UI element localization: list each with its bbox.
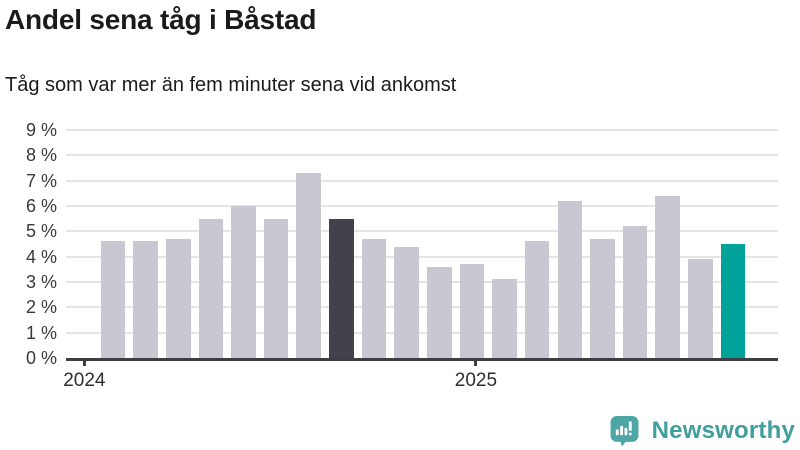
gridline-5 <box>66 230 778 233</box>
bar-2025-04 <box>557 200 583 358</box>
y-tick-label: 3 % <box>25 272 57 292</box>
x-tick-mark-2024 <box>82 359 86 366</box>
bar-2024-10 <box>361 238 387 358</box>
gridline-7 <box>66 179 778 182</box>
y-tick-label: 4 % <box>25 246 57 267</box>
gridline-1 <box>66 331 778 334</box>
bar-2025-03 <box>524 241 550 358</box>
bar-2024-09 <box>329 218 354 358</box>
y-tick-label: 7 % <box>25 170 57 191</box>
y-tick-label: 9 % <box>25 120 57 140</box>
gridline-8 <box>66 154 778 157</box>
bar-2024-11 <box>394 246 419 358</box>
gridline-3 <box>66 281 778 283</box>
y-tick-label: 1 % <box>25 322 57 343</box>
bar-2025-02 <box>492 279 517 358</box>
bar-2025-09 <box>720 244 746 358</box>
bar-2025-07 <box>655 195 680 358</box>
bar-2025-01 <box>459 264 485 358</box>
y-tick-label: 8 % <box>25 145 57 166</box>
gridline-6 <box>66 205 778 207</box>
newsworthy-logo-text: Newsworthy <box>651 416 795 444</box>
y-tick-label: 5 % <box>25 221 57 242</box>
y-axis-labels: 0 % 1 % 2 % 3 % 4 % 5 % 6 % 7 % 8 % 9 % <box>0 120 57 368</box>
gridline-9 <box>66 129 778 131</box>
y-tick-label: 0 % <box>25 348 57 368</box>
x-tick-label-2024: 2024 <box>63 370 106 391</box>
chart-title: Andel sena tåg i Båstad <box>5 4 317 35</box>
newsworthy-logo: Newsworthy <box>609 414 795 447</box>
bar-2024-05 <box>198 218 224 358</box>
x-tick-mark-2025 <box>474 359 478 366</box>
plot-area <box>66 129 778 361</box>
bar-2025-06 <box>622 226 648 358</box>
gridline-2 <box>66 306 778 309</box>
bar-2024-04 <box>165 238 191 358</box>
bar-2025-08 <box>688 259 713 358</box>
x-tick-label-2025: 2025 <box>454 370 498 391</box>
x-axis: 2024 2025 <box>63 358 778 398</box>
y-tick-label: 2 % <box>25 297 57 318</box>
bar-2024-03 <box>133 241 158 358</box>
bar-2024-06 <box>231 206 256 358</box>
bar-2024-08 <box>296 173 322 358</box>
newsworthy-logo-icon <box>610 416 639 446</box>
chart-subtitle: Tåg som var mer än fem minuter sena vid … <box>5 74 457 96</box>
y-tick-label: 6 % <box>25 196 57 216</box>
bar-2024-02 <box>100 241 126 358</box>
bar-2024-12 <box>427 266 452 358</box>
gridline-4 <box>66 255 778 258</box>
bar-2024-07 <box>263 218 289 358</box>
bar-2025-05 <box>590 238 615 358</box>
